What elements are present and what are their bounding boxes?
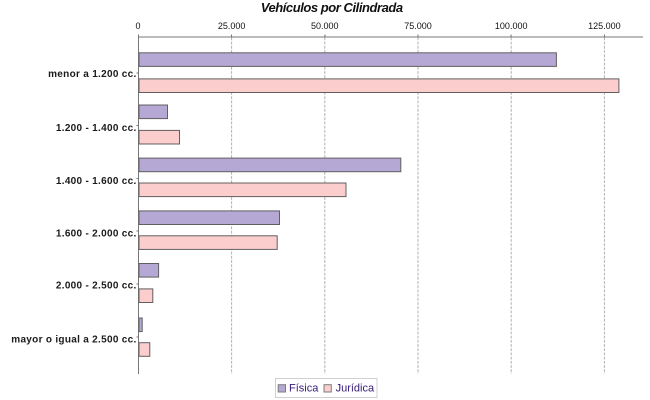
- svg-text:Jurídica: Jurídica: [336, 383, 375, 395]
- svg-text:2.000 - 2.500 cc.: 2.000 - 2.500 cc.: [56, 281, 137, 292]
- svg-text:125.000: 125.000: [588, 21, 621, 31]
- svg-text:Física: Física: [289, 383, 319, 395]
- svg-text:Vehículos por Cilindrada: Vehículos por Cilindrada: [261, 0, 403, 15]
- svg-text:mayor o igual a 2.500 cc.: mayor o igual a 2.500 cc.: [11, 335, 136, 346]
- svg-text:25.000: 25.000: [218, 21, 246, 31]
- svg-text:1.600 - 2.000 cc.: 1.600 - 2.000 cc.: [56, 228, 137, 239]
- svg-text:1.200 - 1.400 cc.: 1.200 - 1.400 cc.: [56, 123, 137, 134]
- svg-text:50.000: 50.000: [311, 21, 339, 31]
- svg-text:100.000: 100.000: [495, 21, 528, 31]
- svg-text:1.400 - 1.600 cc.: 1.400 - 1.600 cc.: [56, 176, 137, 187]
- svg-text:75.000: 75.000: [404, 21, 432, 31]
- svg-text:0: 0: [135, 21, 140, 31]
- svg-text:menor a 1.200 cc.: menor a 1.200 cc.: [48, 69, 136, 80]
